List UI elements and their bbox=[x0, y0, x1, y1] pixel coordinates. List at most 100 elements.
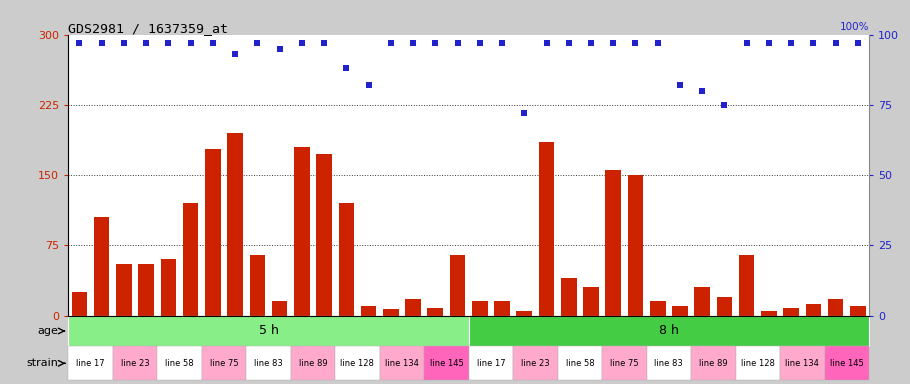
Point bbox=[472, 40, 487, 46]
Bar bbox=[717, 297, 733, 316]
Bar bbox=[784, 308, 799, 316]
Bar bbox=[424, 346, 469, 380]
Point bbox=[828, 40, 843, 46]
Bar bbox=[513, 346, 558, 380]
Point bbox=[806, 40, 821, 46]
Text: line 17: line 17 bbox=[76, 359, 105, 368]
Bar bbox=[605, 170, 621, 316]
Bar bbox=[94, 217, 109, 316]
Text: 100%: 100% bbox=[840, 22, 869, 32]
Bar bbox=[68, 346, 113, 380]
Bar bbox=[694, 288, 710, 316]
Point bbox=[361, 82, 376, 88]
Bar bbox=[317, 154, 332, 316]
Point bbox=[72, 40, 86, 46]
Bar bbox=[805, 304, 821, 316]
Text: line 83: line 83 bbox=[254, 359, 283, 368]
Bar bbox=[339, 203, 354, 316]
Text: line 134: line 134 bbox=[385, 359, 419, 368]
Bar bbox=[205, 149, 220, 316]
Text: line 58: line 58 bbox=[565, 359, 594, 368]
Bar bbox=[602, 346, 647, 380]
Point bbox=[116, 40, 131, 46]
Text: line 75: line 75 bbox=[610, 359, 639, 368]
Bar bbox=[157, 346, 202, 380]
Point bbox=[740, 40, 754, 46]
Point bbox=[295, 40, 309, 46]
Bar bbox=[405, 299, 420, 316]
Point bbox=[695, 88, 710, 94]
Bar bbox=[761, 311, 777, 316]
Point bbox=[339, 65, 354, 71]
Point bbox=[540, 40, 554, 46]
Point bbox=[762, 40, 776, 46]
Text: line 23: line 23 bbox=[121, 359, 149, 368]
Point bbox=[428, 40, 442, 46]
Bar bbox=[272, 301, 288, 316]
Bar bbox=[739, 255, 754, 316]
Bar bbox=[72, 292, 87, 316]
Bar bbox=[228, 133, 243, 316]
Point bbox=[651, 40, 665, 46]
Text: strain: strain bbox=[26, 358, 58, 368]
Bar bbox=[672, 306, 688, 316]
Bar bbox=[113, 346, 157, 380]
Point bbox=[784, 40, 798, 46]
Bar bbox=[469, 316, 869, 346]
Text: line 23: line 23 bbox=[521, 359, 550, 368]
Bar bbox=[290, 346, 335, 380]
Text: line 75: line 75 bbox=[209, 359, 238, 368]
Text: line 89: line 89 bbox=[699, 359, 728, 368]
Point bbox=[561, 40, 576, 46]
Text: 5 h: 5 h bbox=[258, 324, 278, 338]
Bar bbox=[472, 301, 488, 316]
Point bbox=[139, 40, 154, 46]
Text: 8 h: 8 h bbox=[659, 324, 679, 338]
Text: line 58: line 58 bbox=[165, 359, 194, 368]
Point bbox=[606, 40, 621, 46]
Bar bbox=[539, 142, 554, 316]
Point bbox=[383, 40, 398, 46]
Point bbox=[495, 40, 510, 46]
Bar bbox=[160, 259, 177, 316]
Point bbox=[206, 40, 220, 46]
Bar bbox=[517, 311, 532, 316]
Text: line 89: line 89 bbox=[298, 359, 328, 368]
Bar bbox=[650, 301, 665, 316]
Bar bbox=[850, 306, 865, 316]
Bar bbox=[561, 278, 577, 316]
Text: line 83: line 83 bbox=[654, 359, 683, 368]
Point bbox=[95, 40, 109, 46]
Point bbox=[161, 40, 176, 46]
Point bbox=[717, 102, 732, 108]
Point bbox=[517, 110, 531, 116]
Bar bbox=[68, 316, 469, 346]
Point bbox=[250, 40, 265, 46]
Text: line 134: line 134 bbox=[785, 359, 819, 368]
Bar bbox=[628, 175, 643, 316]
Bar bbox=[249, 255, 265, 316]
Point bbox=[628, 40, 642, 46]
Bar bbox=[828, 299, 844, 316]
Text: line 145: line 145 bbox=[430, 359, 463, 368]
Bar bbox=[583, 288, 599, 316]
Bar bbox=[494, 301, 510, 316]
Bar bbox=[379, 346, 424, 380]
Bar bbox=[647, 346, 691, 380]
Text: line 17: line 17 bbox=[477, 359, 505, 368]
Bar bbox=[383, 309, 399, 316]
Bar bbox=[335, 346, 379, 380]
Bar bbox=[294, 147, 309, 316]
Bar bbox=[450, 255, 465, 316]
Text: age: age bbox=[38, 326, 58, 336]
Bar bbox=[469, 346, 513, 380]
Bar bbox=[824, 346, 869, 380]
Text: line 128: line 128 bbox=[340, 359, 374, 368]
Bar bbox=[428, 308, 443, 316]
Text: line 128: line 128 bbox=[741, 359, 774, 368]
Point bbox=[183, 40, 197, 46]
Bar bbox=[202, 346, 247, 380]
Bar bbox=[116, 264, 132, 316]
Point bbox=[851, 40, 865, 46]
Bar bbox=[735, 346, 780, 380]
